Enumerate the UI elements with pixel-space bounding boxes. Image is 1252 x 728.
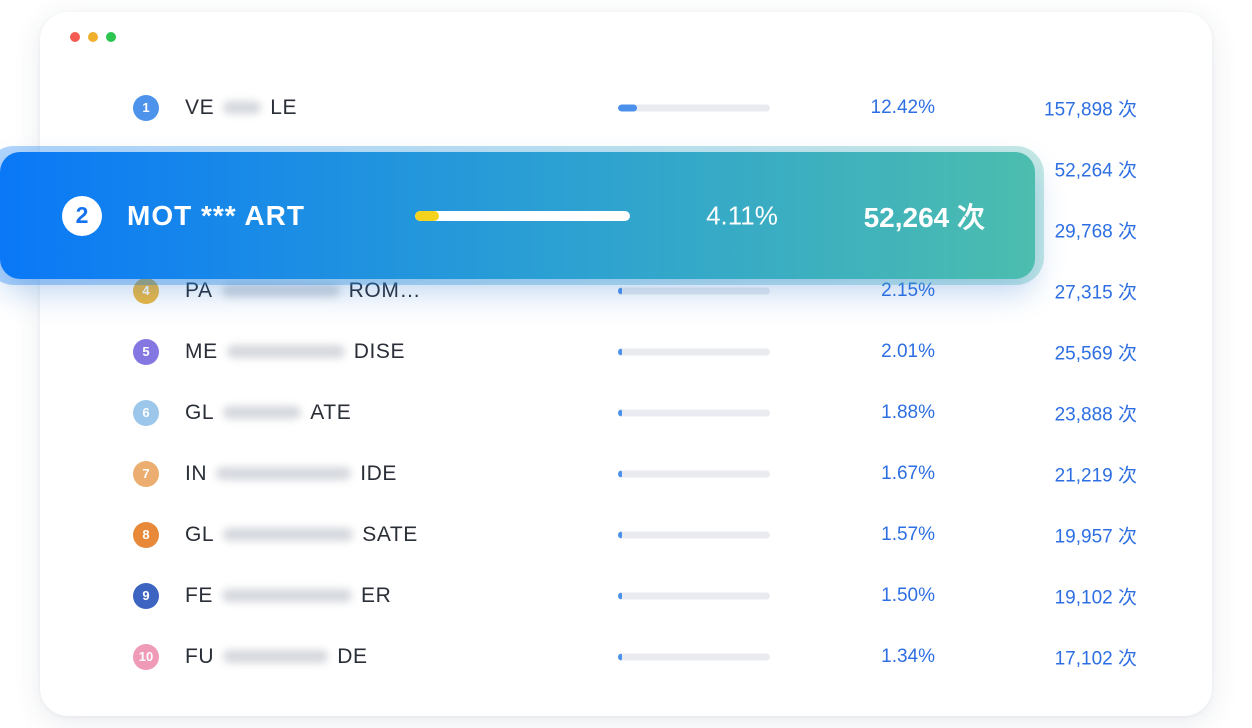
keyword-label-prefix: GL (185, 522, 215, 546)
count-value: 52,264 次 (863, 201, 985, 233)
rank-row[interactable]: 5 ME DISE 2.01% 25,569 次 (40, 321, 1212, 382)
keyword-label-suffix: DISE (353, 339, 406, 363)
progress-bar (618, 409, 770, 416)
rank-badge: 9 (133, 582, 159, 609)
rank-badge: 2 (62, 195, 102, 236)
keyword-label: VE LE (185, 96, 297, 120)
redacted-text-blur (226, 345, 345, 358)
keyword-label-prefix: FE (185, 583, 214, 607)
rank-row[interactable]: 2 52,264 次 (40, 138, 1212, 199)
progress-bar (618, 653, 770, 660)
progress-bar (618, 287, 770, 294)
count-value: 21,219 次 (1054, 465, 1137, 486)
keyword-label-prefix: VE (185, 95, 215, 119)
progress-bar (415, 210, 630, 221)
rank-row[interactable]: 10 FU DE 1.34% 17,102 次 (40, 626, 1212, 687)
redacted-text-blur (216, 467, 352, 480)
rank-badge: 7 (133, 460, 159, 487)
progress-bar-fill (618, 592, 622, 599)
progress-bar-fill (618, 409, 622, 416)
redacted-text-blur (223, 101, 262, 114)
redacted-text-blur (223, 406, 302, 419)
progress-bar-fill (618, 470, 622, 477)
rank-row[interactable]: 3 29,768 次 (40, 199, 1212, 260)
keyword-label-prefix: GL (185, 400, 215, 424)
percent-value: 2.15% (881, 279, 935, 301)
rank-badge: 4 (133, 277, 159, 304)
rank-badge: 6 (133, 399, 159, 426)
rank-row[interactable]: 6 GL ATE 1.88% 23,888 次 (40, 382, 1212, 443)
keyword-label: IN IDE (185, 462, 397, 486)
count-value: 17,102 次 (1054, 648, 1137, 669)
redacted-text-blur (223, 650, 329, 663)
progress-bar (618, 470, 770, 477)
keyword-label-suffix: DE (337, 644, 368, 668)
progress-bar-fill (618, 287, 622, 294)
rank-row[interactable]: 9 FE ER 1.50% 19,102 次 (40, 565, 1212, 626)
percent-value: 1.57% (881, 523, 935, 545)
redacted-text-blur (222, 589, 353, 602)
keyword-label-suffix: LE (270, 95, 298, 119)
keyword-label-prefix: ME (185, 339, 218, 363)
keyword-label-prefix: FU (185, 644, 215, 668)
keyword-label-prefix: IN (185, 461, 208, 485)
keyword-label: GL ATE (185, 401, 351, 425)
count-value: 19,102 次 (1054, 587, 1137, 608)
progress-bar-fill (618, 653, 622, 660)
progress-bar-fill (415, 210, 439, 221)
count-value: 157,898 次 (1044, 99, 1137, 120)
rank-row[interactable]: 7 IN IDE 1.67% 21,219 次 (40, 443, 1212, 504)
minimize-window-button[interactable] (88, 32, 98, 42)
keyword-label: ME DISE (185, 340, 405, 364)
rank-list: 1 VE LE 12.42% 157,898 次 2 52,264 次 3 29,… (40, 77, 1212, 687)
count-value: 29,768 次 (1054, 221, 1137, 242)
rank-row[interactable]: 1 VE LE 12.42% 157,898 次 (40, 77, 1212, 138)
percent-value: 1.34% (881, 645, 935, 667)
window-controls (70, 32, 116, 42)
app-window: 1 VE LE 12.42% 157,898 次 2 52,264 次 3 29,… (40, 12, 1212, 716)
count-value: 52,264 次 (1054, 160, 1137, 181)
keyword-label: FE ER (185, 584, 391, 608)
progress-bar (618, 531, 770, 538)
redacted-text-blur (221, 284, 340, 297)
rank-badge: 1 (133, 94, 159, 121)
keyword-label: PA ROM… (185, 279, 421, 303)
maximize-window-button[interactable] (106, 32, 116, 42)
count-value: 27,315 次 (1054, 282, 1137, 303)
progress-bar-fill (618, 531, 622, 538)
count-value: 19,957 次 (1054, 526, 1137, 547)
percent-value: 12.42% (870, 96, 935, 118)
keyword-label-prefix: PA (185, 278, 213, 302)
progress-bar (618, 592, 770, 599)
percent-value: 2.01% (881, 340, 935, 362)
percent-value: 1.67% (881, 462, 935, 484)
redacted-text-blur (223, 528, 354, 541)
keyword-label-suffix: ATE (310, 400, 352, 424)
count-value: 25,569 次 (1054, 343, 1137, 364)
count-value: 23,888 次 (1054, 404, 1137, 425)
keyword-label: MOT *** ART (127, 199, 305, 231)
keyword-label: GL SATE (185, 523, 418, 547)
highlight-card[interactable]: 2 MOT *** ART 4.11% 52,264 次 (0, 152, 1035, 279)
progress-bar (618, 348, 770, 355)
rank-badge: 8 (133, 521, 159, 548)
close-window-button[interactable] (70, 32, 80, 42)
keyword-label-suffix: SATE (362, 522, 418, 546)
rank-badge: 5 (133, 338, 159, 365)
percent-value: 1.50% (881, 584, 935, 606)
progress-bar-fill (618, 104, 637, 111)
percent-value: 4.11% (706, 200, 778, 230)
keyword-label-suffix: IDE (360, 461, 398, 485)
rank-row[interactable]: 8 GL SATE 1.57% 19,957 次 (40, 504, 1212, 565)
rank-row[interactable]: 4 PA ROM… 2.15% 27,315 次 (40, 260, 1212, 321)
progress-bar (618, 104, 770, 111)
progress-bar-fill (618, 348, 622, 355)
keyword-label-suffix: ROM… (348, 278, 422, 302)
rank-badge: 10 (133, 643, 159, 670)
keyword-label: FU DE (185, 645, 368, 669)
keyword-label-suffix: ER (361, 583, 392, 607)
percent-value: 1.88% (881, 401, 935, 423)
